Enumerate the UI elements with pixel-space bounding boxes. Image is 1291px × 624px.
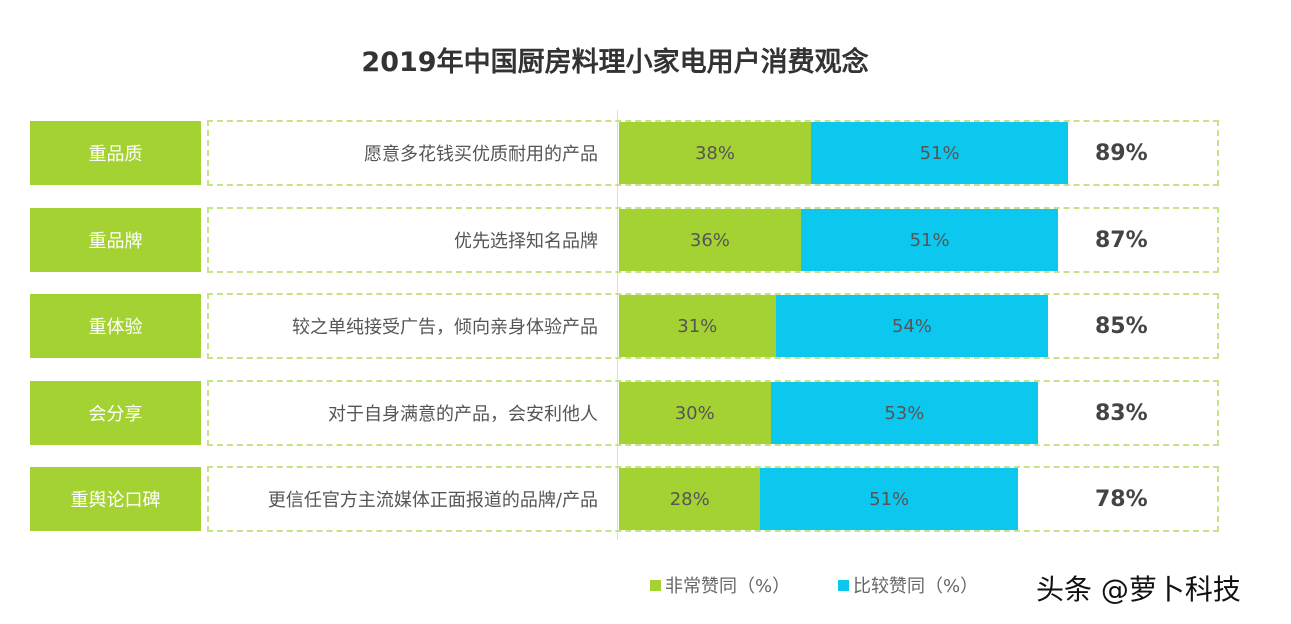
row-frame	[207, 120, 1219, 186]
bar-very-agree: 36%	[619, 209, 801, 271]
bar-very-agree: 30%	[619, 382, 771, 444]
description-label: 较之单纯接受广告，倾向亲身体验产品	[292, 317, 598, 338]
chart-title: 2019年中国厨房料理小家电用户消费观念	[361, 47, 869, 78]
bar-somewhat-agree: 51%	[800, 209, 1059, 271]
description-label: 更信任官方主流媒体正面报道的品牌/产品	[267, 490, 598, 511]
category-label: 重品质	[30, 121, 201, 185]
category-label: 重舆论口碑	[30, 467, 201, 531]
category-label: 重体验	[30, 294, 201, 358]
total-label: 83%	[1095, 400, 1148, 426]
bar-somewhat-agree: 53%	[770, 382, 1039, 444]
legend-item-somewhat-agree: 比较赞同（%）	[838, 572, 978, 598]
legend-label: 非常赞同（%）	[665, 576, 791, 597]
category-label: 重品牌	[30, 208, 201, 272]
row-frame	[207, 466, 1219, 532]
row-frame	[207, 207, 1219, 273]
legend-label: 比较赞同（%）	[853, 576, 979, 597]
total-label: 87%	[1095, 227, 1148, 253]
bar-somewhat-agree: 51%	[760, 468, 1018, 530]
bar-very-agree: 28%	[619, 468, 761, 530]
chart-row: 重体验 较之单纯接受广告，倾向亲身体验产品 31% 54% 85%	[0, 293, 1291, 359]
chart-row: 重舆论口碑 更信任官方主流媒体正面报道的品牌/产品 28% 51% 78%	[0, 466, 1291, 532]
legend-item-very-agree: 非常赞同（%）	[650, 572, 790, 598]
total-label: 89%	[1095, 140, 1148, 166]
description-label: 愿意多花钱买优质耐用的产品	[364, 144, 598, 165]
legend-swatch-blue	[838, 579, 849, 591]
row-frame	[207, 380, 1219, 446]
total-label: 78%	[1095, 486, 1148, 512]
description-label: 对于自身满意的产品，会安利他人	[328, 404, 598, 425]
description-label: 优先选择知名品牌	[454, 231, 598, 252]
chart-row: 重品牌 优先选择知名品牌 36% 51% 87%	[0, 207, 1291, 273]
watermark: 头条 @萝卜科技	[1036, 573, 1241, 606]
total-label: 85%	[1095, 313, 1148, 339]
axis-line	[617, 110, 618, 540]
legend-swatch-green	[650, 579, 661, 591]
chart-row: 重品质 愿意多花钱买优质耐用的产品 38% 51% 89%	[0, 120, 1291, 186]
row-frame	[207, 293, 1219, 359]
category-label: 会分享	[30, 381, 201, 445]
bar-very-agree: 31%	[619, 295, 776, 357]
bar-somewhat-agree: 51%	[810, 122, 1069, 184]
chart-row: 会分享 对于自身满意的产品，会安利他人 30% 53% 83%	[0, 380, 1291, 446]
bar-very-agree: 38%	[619, 122, 811, 184]
bar-somewhat-agree: 54%	[775, 295, 1049, 357]
